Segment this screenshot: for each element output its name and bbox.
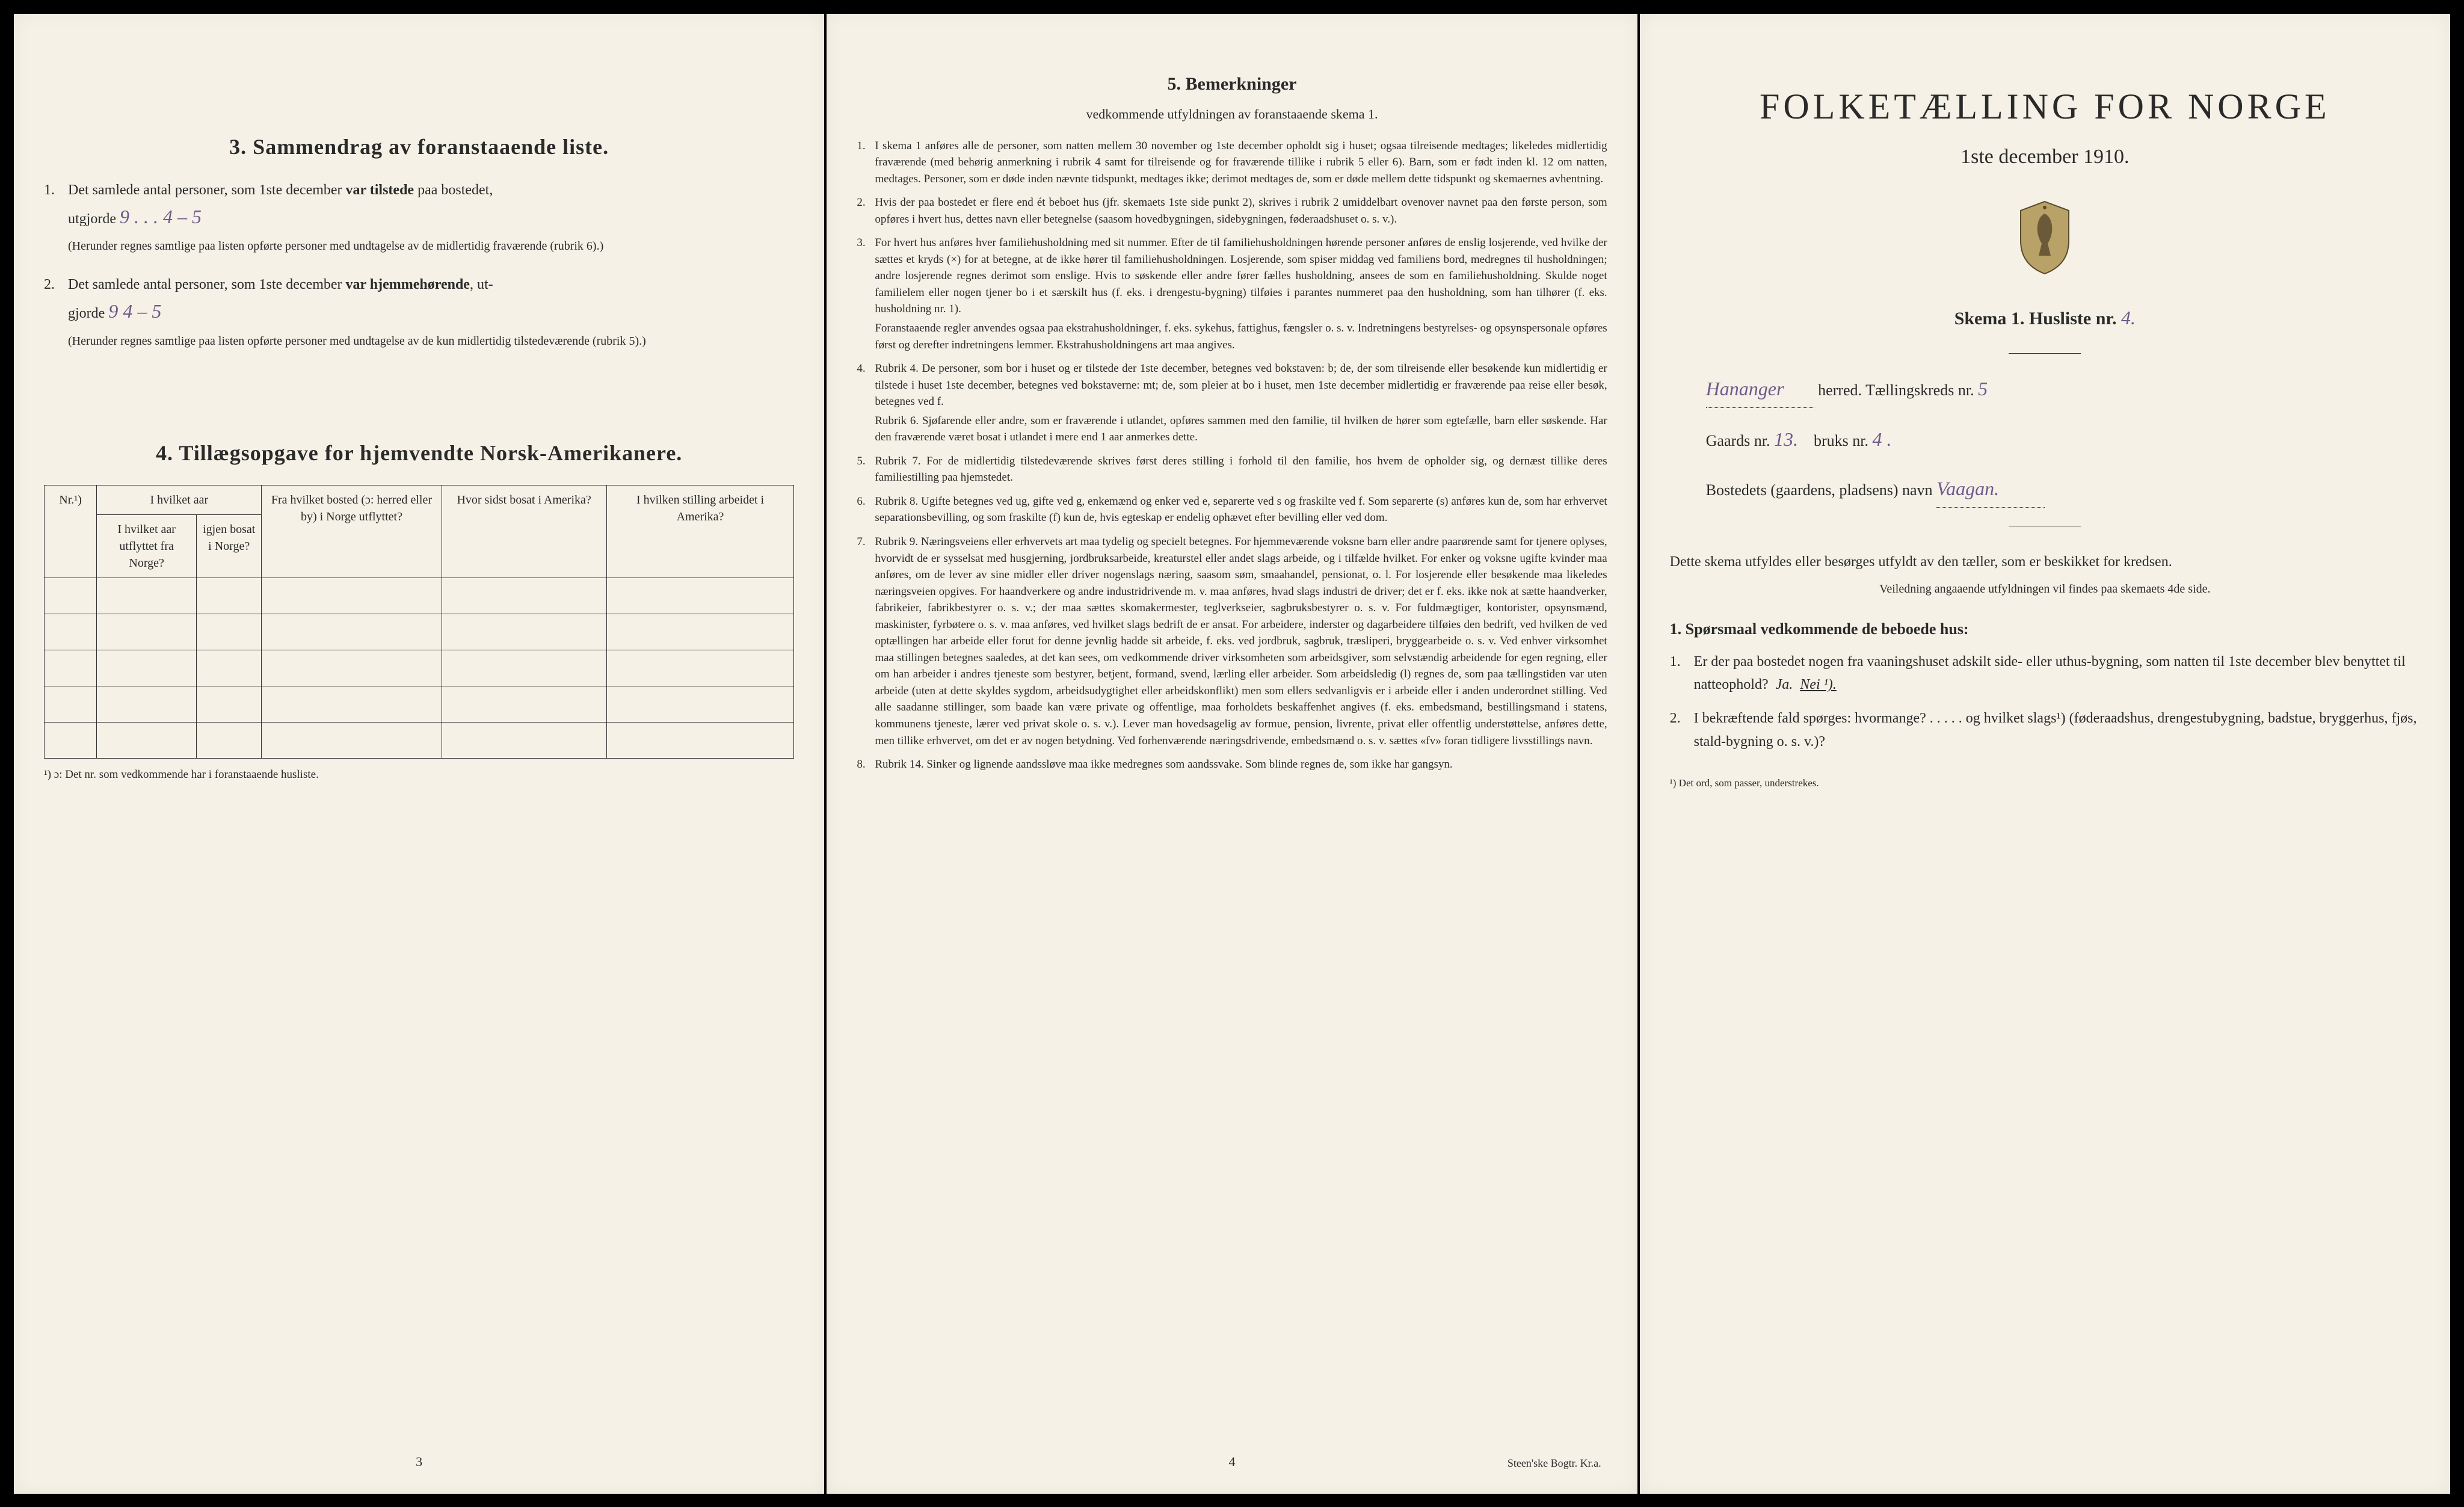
question-2: 2. I bekræftende fald spørges: hvormange… [1670,707,2420,753]
page3-footnote: ¹) Det ord, som passer, understrekes. [1670,777,2420,789]
item1-note: (Herunder regnes samtlige paa listen opf… [68,237,794,255]
instruction-small: Veiledning angaaende utfyldningen vil fi… [1670,582,2420,596]
col-bosted: Fra hvilket bosted (ɔ: herred eller by) … [262,485,442,578]
item-2: 2. Det samlede antal personer, som 1ste … [44,273,794,350]
gaards-nr: 13. [1774,428,1798,450]
main-title: FOLKETÆLLING FOR NORGE [1670,86,2420,128]
item-1: 1. Det samlede antal personer, som 1ste … [44,179,794,256]
table-row [45,614,794,650]
page-4: 5. Bemerkninger vedkommende utfyldningen… [827,14,1637,1494]
skema-line: Skema 1. Husliste nr. 4. [1670,307,2420,329]
col-igjen: igjen bosat i Norge? [197,514,262,578]
divider-icon [2009,353,2081,354]
coat-of-arms-icon [2015,199,2075,277]
page-number-4: 4 [1228,1454,1235,1470]
bosted-handwritten: Vaagan. [1936,472,2045,508]
item1-line2: utgjorde [68,211,116,227]
page-3: 3. Sammendrag av foranstaaende liste. 1.… [14,14,824,1494]
question-1: 1. Er der paa bostedet nogen fra vaaning… [1670,650,2420,697]
table-row [45,578,794,614]
remark-item: 2.Hvis der paa bostedet er flere end ét … [857,194,1607,227]
item2-lead: Det samlede antal personer, som 1ste dec… [68,277,342,292]
col-aar-group: I hvilket aar [97,485,262,514]
table-row [45,650,794,686]
item1-handwritten: 9 . . . 4 – 5 [120,206,202,227]
remark-item: 5.Rubrik 7. For de midlertidig tilstedev… [857,453,1607,486]
remark-item: 8.Rubrik 14. Sinker og lignende aandsslø… [857,756,1607,773]
section3-title: 3. Sammendrag av foranstaaende liste. [44,134,794,159]
document-container: 3. Sammendrag av foranstaaende liste. 1.… [14,14,2450,1494]
table-footnote: ¹) ɔ: Det nr. som vedkommende har i fora… [44,768,794,781]
q1-nei-underlined: Nei ¹). [1800,677,1837,692]
table-row [45,686,794,722]
bosted-line: Bostedets (gaardens, pladsens) navn Vaag… [1706,472,2384,508]
page-number-3: 3 [416,1454,422,1470]
col-amerika: Hvor sidst bosat i Amerika? [442,485,606,578]
herred-handwritten: Hananger [1706,372,1814,408]
item2-line2: gjorde [68,306,105,321]
herred-line: Hananger herred. Tællingskreds nr. 5 [1706,372,2384,408]
printer-mark: Steen'ske Bogtr. Kr.a. [1508,1457,1601,1470]
gaards-line: Gaards nr. 13. bruks nr. 4 . [1706,422,2384,457]
col-stilling: I hvilken stilling arbeidet i Amerika? [606,485,794,578]
remark-item: 3.For hvert hus anføres hver familiehush… [857,235,1607,353]
section5-subtitle: vedkommende utfyldningen av foranstaaend… [857,106,1607,122]
col-nr: Nr.¹) [45,485,97,578]
remark-item: 6.Rubrik 8. Ugifte betegnes ved ug, gift… [857,493,1607,526]
section5-title: 5. Bemerkninger [857,74,1607,94]
page-title-page: FOLKETÆLLING FOR NORGE 1ste december 191… [1640,14,2450,1494]
item2-bold: var hjemmehørende [346,277,470,292]
item2-handwritten: 9 4 – 5 [108,300,161,322]
remarks-list: 1.I skema 1 anføres alle de personer, so… [857,138,1607,773]
table-row [45,722,794,758]
q1-ja: Ja. [1776,677,1793,692]
remark-item: 4.Rubrik 4. De personer, som bor i huset… [857,360,1607,446]
col-utflyttet: I hvilket aar utflyttet fra Norge? [97,514,197,578]
item2-note: (Herunder regnes samtlige paa listen opf… [68,332,794,350]
question-header: 1. Spørsmaal vedkommende de beboede hus: [1670,620,2420,638]
section4-title: 4. Tillægsopgave for hjemvendte Norsk-Am… [44,440,794,466]
item1-bold: var tilstede [346,182,414,198]
remark-item: 7.Rubrik 9. Næringsveiens eller erhverve… [857,534,1607,749]
husliste-nr: 4. [2121,307,2136,328]
census-date: 1ste december 1910. [1670,146,2420,168]
item1-tail: paa bostedet, [417,182,493,198]
remark-item: 1.I skema 1 anføres alle de personer, so… [857,138,1607,188]
instruction-text: Dette skema utfyldes eller besørges utfy… [1670,550,2420,573]
amerika-table: Nr.¹) I hvilket aar Fra hvilket bosted (… [44,485,794,759]
tkreds-handwritten: 5 [1978,378,1988,399]
bruks-nr: 4 . [1873,428,1892,450]
item1-lead: Det samlede antal personer, som 1ste dec… [68,182,342,198]
